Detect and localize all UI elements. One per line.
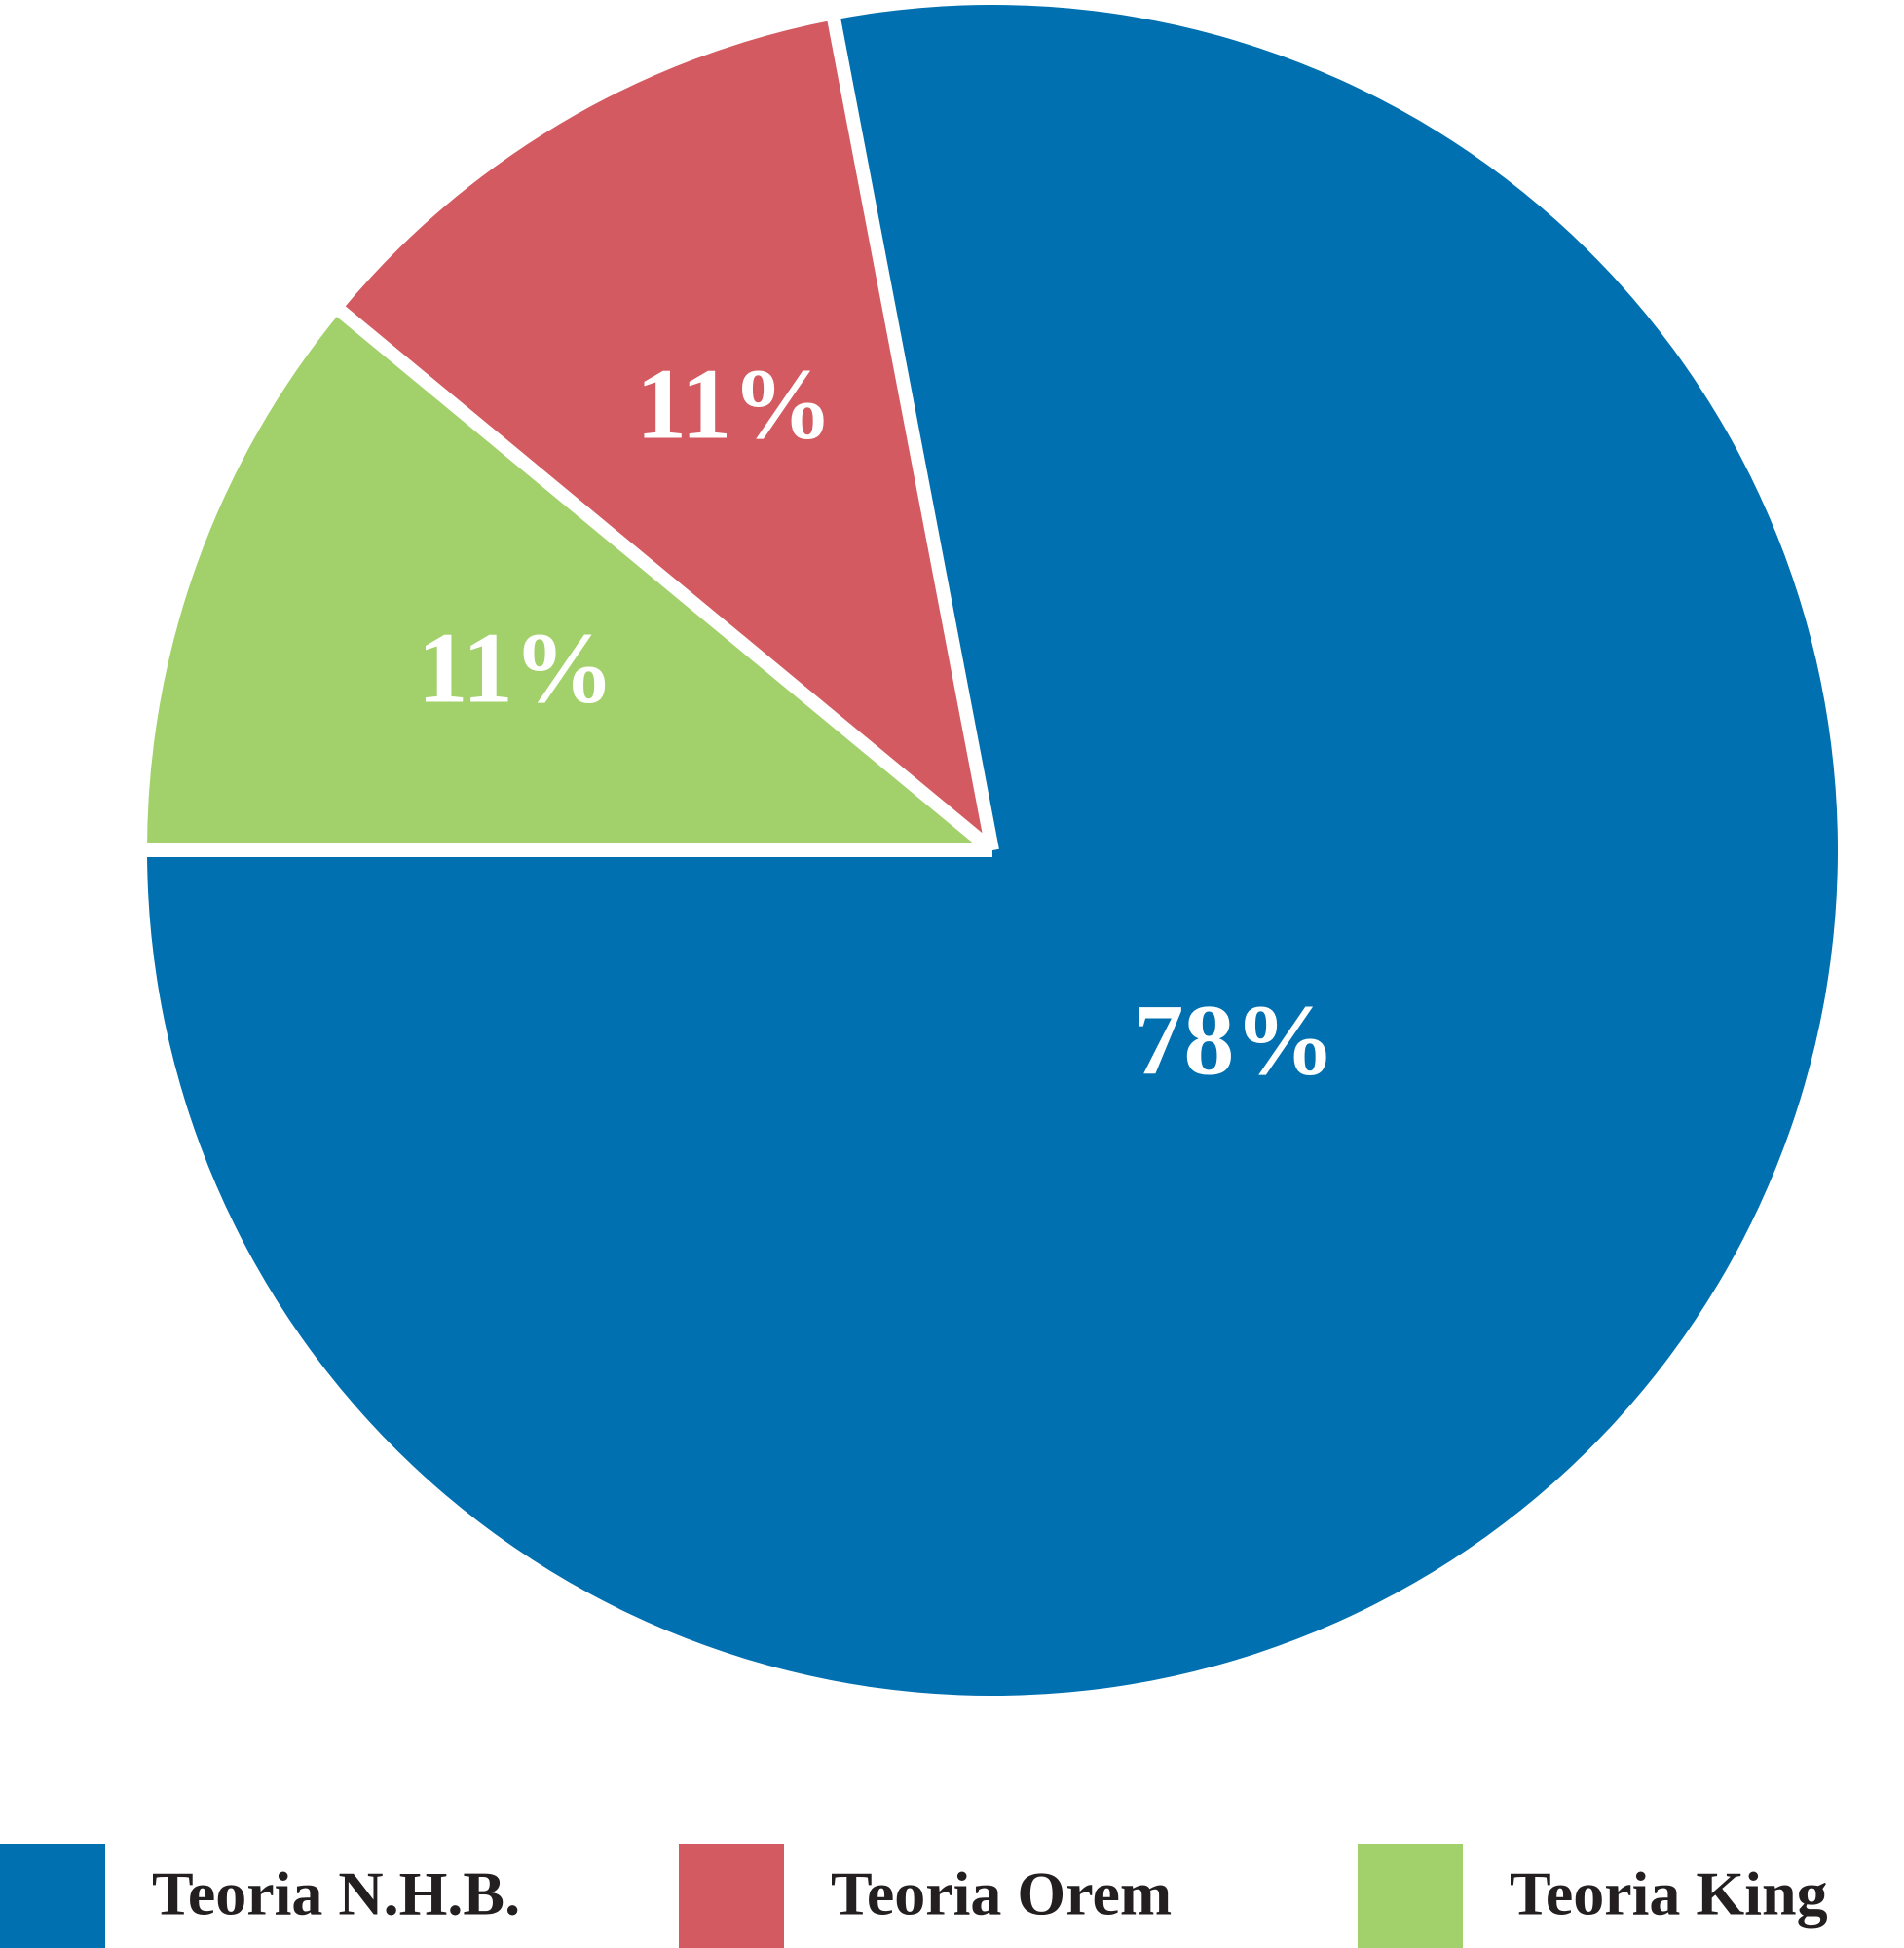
legend-swatch [1358,1844,1463,1948]
legend-item: Teoria Orem [679,1844,1172,1948]
pie-slices [145,4,1838,1697]
legend-item: Teoria N.H.B. [0,1844,520,1948]
slice-value-label: 11% [636,348,833,460]
legend-swatch [679,1844,784,1948]
slice-value-label: 78% [1133,984,1335,1096]
slice-separator [335,305,997,856]
legend-label: Teoria Orem [831,1859,1172,1929]
slice-separator [827,17,999,852]
legend-item: Teoria King [1358,1844,1828,1948]
legend-label: Teoria N.H.B. [152,1859,520,1929]
slice-value-label: 11% [418,613,615,725]
pie-slice-teoria-king [147,311,992,851]
legend-label: Teoria King [1510,1859,1828,1929]
legend: Teoria N.H.B. Teoria Orem Teoria King [0,1844,1828,1948]
pie-value-labels: 78% 11% 11% [418,348,1336,1096]
pie-slice-teoria-n-h-b [147,4,1838,1697]
legend-swatch [0,1844,105,1948]
pie-slice-teoria-orem [341,19,992,850]
